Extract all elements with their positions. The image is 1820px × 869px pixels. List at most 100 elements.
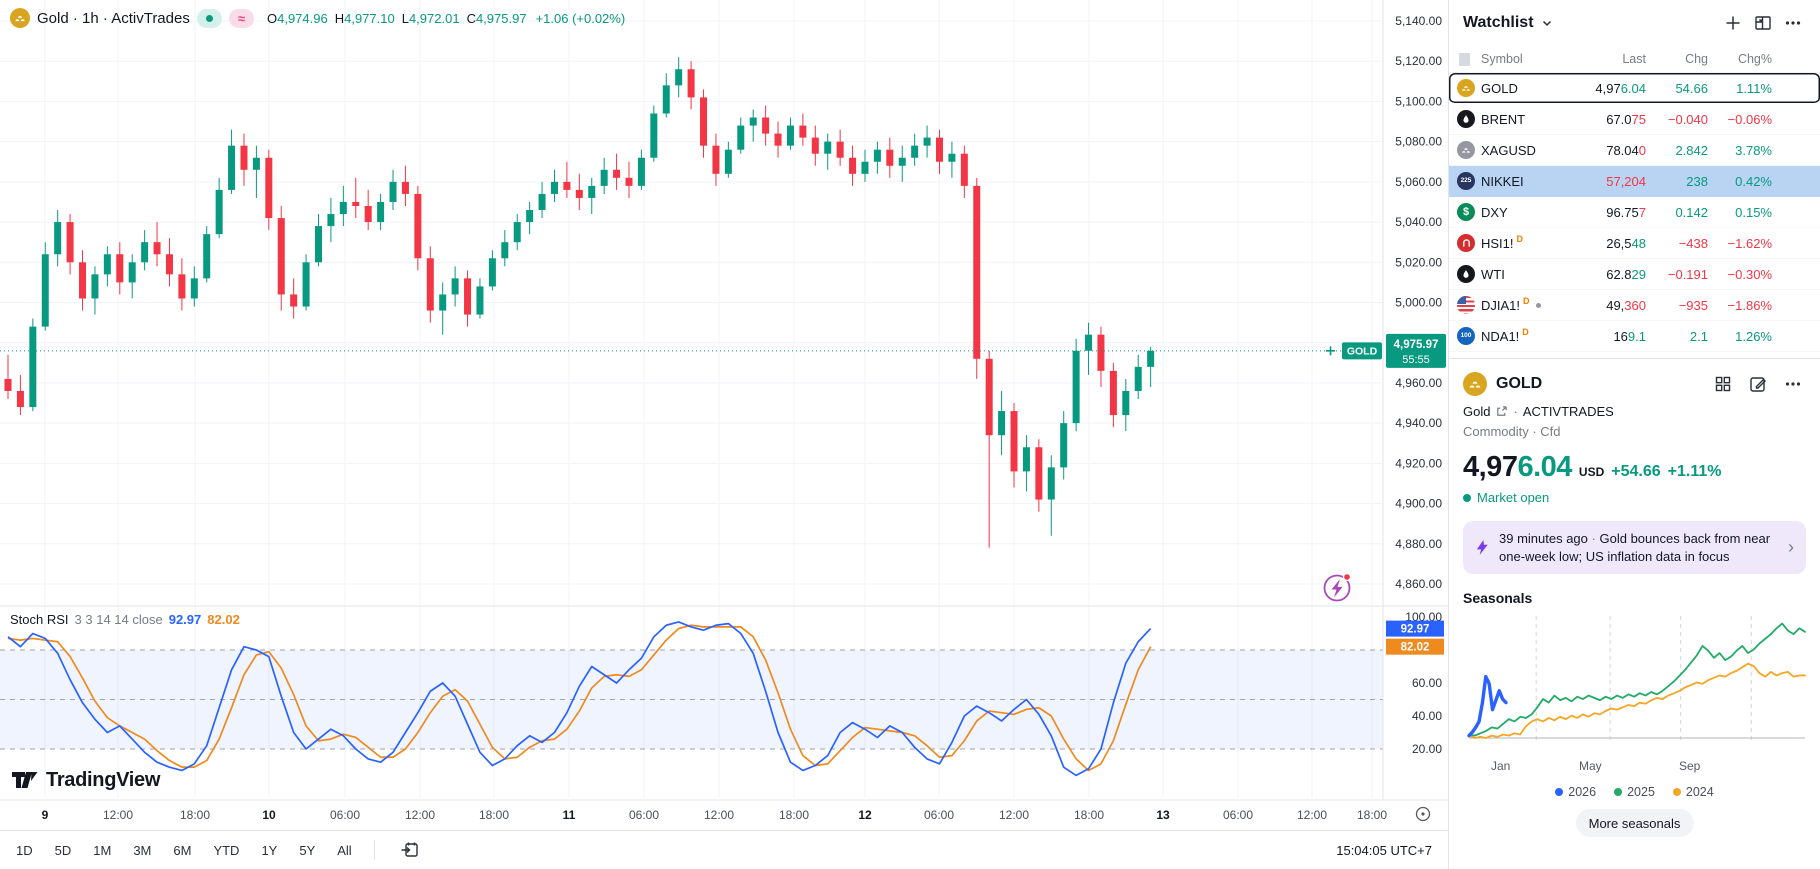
- stoch-d-value: 82.02: [207, 612, 240, 627]
- oil-icon: [1457, 265, 1475, 283]
- gold-icon: [1457, 79, 1475, 97]
- detail-price-line: 4,976.04 USD +54.66 +1.11%: [1449, 443, 1820, 484]
- clock-readout[interactable]: 15:04:05 UTC+7: [1336, 842, 1432, 858]
- seasonals-canvas[interactable]: [1461, 610, 1813, 752]
- add-symbol-icon[interactable]: [1720, 10, 1746, 36]
- row-chg-pct: −0.30%: [1727, 266, 1772, 282]
- symbol-exchange[interactable]: ACTIVTRADES: [1522, 404, 1614, 419]
- stoch-rsi-legend[interactable]: Stoch RSI 3 3 14 14 close 92.97 82.02: [10, 612, 240, 627]
- close-value: 4,975.97: [475, 10, 527, 26]
- column-chg[interactable]: Chg: [1685, 52, 1708, 66]
- watchlist-row-gold[interactable]: GOLD 4,976.04 54.66 1.11%: [1449, 73, 1820, 104]
- svg-text:5,080.00: 5,080.00: [1395, 135, 1442, 149]
- svg-text:10: 10: [262, 808, 276, 822]
- watchlist-more-icon[interactable]: [1780, 10, 1806, 36]
- range-button-5y[interactable]: 5Y: [299, 842, 316, 858]
- watchlist-row-hsi1[interactable]: HSI1! D 26,548 −438 −1.62%: [1449, 228, 1820, 259]
- xtick-sep: Sep: [1679, 759, 1701, 774]
- svg-text:18:00: 18:00: [479, 808, 509, 822]
- detail-price: 4,976.04: [1463, 451, 1572, 483]
- go-to-date-icon[interactable]: [397, 837, 423, 863]
- detail-change: +54.66: [1611, 463, 1661, 480]
- column-last[interactable]: Last: [1622, 52, 1646, 66]
- watchlist-row-wti[interactable]: WTI 62.829 −0.191 −0.30%: [1449, 259, 1820, 290]
- legend-item-2024[interactable]: 2024: [1672, 785, 1714, 799]
- svg-text:4,860.00: 4,860.00: [1395, 577, 1442, 591]
- close-label: C: [466, 10, 476, 26]
- detail-symbol-name[interactable]: GOLD: [1496, 375, 1543, 392]
- svg-text:18:00: 18:00: [1074, 808, 1104, 822]
- seasonals-chart[interactable]: [1449, 608, 1820, 757]
- range-button-1y[interactable]: 1Y: [261, 842, 278, 858]
- svg-text:5,120.00: 5,120.00: [1395, 54, 1442, 68]
- detail-more-icon[interactable]: [1780, 371, 1806, 397]
- high-label: H: [334, 10, 345, 26]
- watchlist-row-dxy[interactable]: $ DXY 96.757 0.142 0.15%: [1449, 197, 1820, 228]
- svg-text:60.00: 60.00: [1412, 676, 1442, 690]
- range-button-6m[interactable]: 6M: [173, 842, 192, 858]
- status-dot-icon: [205, 14, 213, 22]
- grid-view-icon[interactable]: [1710, 371, 1736, 397]
- external-link-icon[interactable]: [1495, 405, 1508, 418]
- range-button-1d[interactable]: 1D: [16, 842, 33, 858]
- svg-text:12: 12: [858, 808, 872, 822]
- row-chg-pct: 1.11%: [1736, 80, 1772, 96]
- market-status: Market open: [1449, 484, 1820, 511]
- change-value: +1.06 (+0.02%): [535, 10, 626, 26]
- range-button-5d[interactable]: 5D: [54, 842, 72, 858]
- chart-symbol-title[interactable]: Gold · 1h · ActivTrades: [37, 9, 190, 27]
- watchlist-row-xagusd[interactable]: XAGUSD 78.040 2.842 3.78%: [1449, 135, 1820, 166]
- row-chg: −438: [1678, 235, 1708, 251]
- range-button-ytd[interactable]: YTD: [213, 842, 240, 858]
- row-symbol: XAGUSD: [1481, 142, 1536, 158]
- range-button-1m[interactable]: 1M: [93, 842, 112, 858]
- low-value: 4,972.01: [408, 10, 460, 26]
- symbol-description[interactable]: Gold: [1463, 404, 1491, 419]
- main-chart-canvas[interactable]: 4,860.00 4,880.00 4,900.00 4,920.00 4,940.00…: [0, 0, 1448, 830]
- watchlist-row-nikkei[interactable]: 225 NIKKEI 57,204 238 0.42%: [1449, 166, 1820, 197]
- watchlist-row-djia1[interactable]: DJIA1! D 49,360 −935 −1.86%: [1449, 290, 1820, 321]
- silver-icon: [1457, 141, 1475, 159]
- range-button-3m[interactable]: 3M: [133, 842, 152, 858]
- svg-text:06:00: 06:00: [924, 808, 954, 822]
- chart-legend: Gold · 1h · ActivTrades ≈ O4,974.96 H4,9…: [10, 8, 625, 28]
- edit-icon[interactable]: [1745, 371, 1771, 397]
- tradingview-logo[interactable]: TradingView: [12, 768, 160, 792]
- legend-item-2025[interactable]: 2025: [1614, 785, 1655, 799]
- watchlist-row-brent[interactable]: BRENT 67.075 −0.040 −0.06%: [1449, 104, 1820, 135]
- indicator-status-badge[interactable]: [196, 8, 222, 28]
- right-panel: Watchlist Symbol Last Chg Chg%: [1448, 0, 1820, 869]
- detail-change-pct: +1.11%: [1667, 463, 1722, 480]
- legend-dot-icon: [1614, 788, 1623, 797]
- chart-region: 4,860.00 4,880.00 4,900.00 4,920.00 4,940.00…: [0, 0, 1448, 869]
- watchlist-layout-icon[interactable]: [1750, 10, 1776, 36]
- wave-indicator-badge[interactable]: ≈: [228, 8, 254, 28]
- flash-news-bubble-icon[interactable]: [1323, 572, 1352, 602]
- more-seasonals-button[interactable]: More seasonals: [1575, 809, 1694, 838]
- range-button-all[interactable]: All: [337, 842, 352, 858]
- news-headline: 39 minutes ago · Gold bounces back from …: [1499, 531, 1771, 564]
- svg-text:5,060.00: 5,060.00: [1395, 175, 1442, 189]
- chevron-right-icon: ›: [1788, 537, 1794, 558]
- column-symbol[interactable]: Symbol: [1481, 52, 1523, 66]
- legend-item-2026[interactable]: 2026: [1555, 785, 1596, 799]
- svg-text:18:00: 18:00: [1357, 808, 1387, 822]
- chevron-down-icon[interactable]: [1538, 10, 1556, 36]
- row-chg-pct: −1.62%: [1727, 235, 1772, 251]
- svg-text:5,020.00: 5,020.00: [1395, 255, 1442, 269]
- delayed-badge: D: [1516, 234, 1524, 244]
- flag-column-icon[interactable]: [1459, 52, 1470, 66]
- svg-text:4,960.00: 4,960.00: [1395, 376, 1442, 390]
- row-chg: 0.142: [1675, 204, 1708, 220]
- watchlist-row-nda1[interactable]: 100 NDA1! D 169.1 2.1 1.26%: [1449, 321, 1820, 352]
- timezone-icon[interactable]: [1415, 806, 1431, 822]
- stoch-rsi-title: Stoch RSI: [10, 612, 69, 627]
- svg-text:11: 11: [563, 808, 576, 822]
- watchlist-title[interactable]: Watchlist: [1463, 14, 1534, 31]
- currency-label: USD: [1578, 465, 1605, 479]
- svg-text:12:00: 12:00: [999, 808, 1029, 822]
- column-chg-pct[interactable]: Chg%: [1737, 52, 1772, 66]
- bottom-toolbar: 1D 5D 1M 3M 6M YTD 1Y 5Y All 15:04:05 UTC+7: [0, 830, 1448, 869]
- news-item[interactable]: 39 minutes ago · Gold bounces back from …: [1463, 521, 1806, 575]
- row-symbol: WTI: [1481, 266, 1505, 282]
